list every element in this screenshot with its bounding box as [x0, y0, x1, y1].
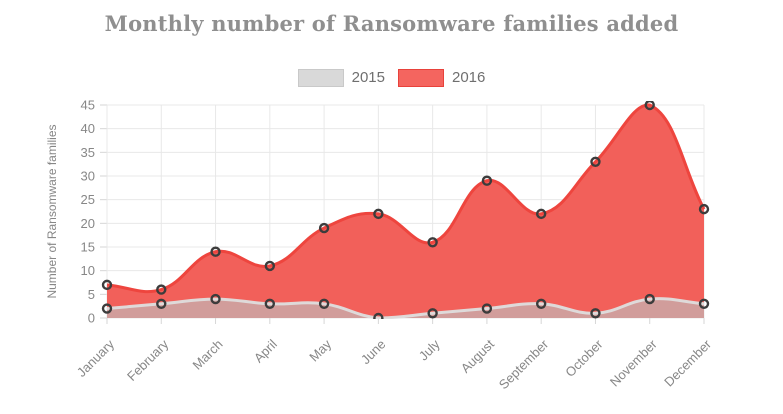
- legend-label-2016: 2016: [452, 69, 486, 86]
- y-axis-labels: 0 5 10 15 20 25 30 35 40 45: [81, 98, 95, 326]
- line-2016: [106, 103, 706, 294]
- point-2015-January[interactable]: [101, 303, 113, 314]
- point-2015-April[interactable]: [264, 298, 276, 309]
- point-2015-November[interactable]: [644, 293, 655, 305]
- x-tick-label: August: [458, 336, 497, 375]
- x-tick-label: February: [124, 336, 172, 384]
- chart-title: Monthly number of Ransomware families ad…: [104, 11, 679, 36]
- legend-item-2015[interactable]: 2015: [297, 69, 385, 87]
- legend-item-2016[interactable]: 2016: [398, 69, 485, 87]
- point-2016-July[interactable]: [427, 237, 438, 248]
- point-2016-May[interactable]: [318, 222, 330, 234]
- y-tick-label: 10: [81, 263, 95, 278]
- point-2016-October[interactable]: [590, 156, 601, 168]
- chart-legend: 2015 2016: [0, 69, 783, 87]
- point-2016-November[interactable]: [644, 101, 655, 111]
- y-tick-label: 5: [88, 287, 95, 302]
- y-tick-label: 45: [81, 98, 95, 113]
- y-tick-label: 40: [81, 121, 95, 136]
- x-tick-label: September: [496, 336, 552, 392]
- x-axis-labels: January February March April May June July Augu…: [74, 336, 715, 392]
- x-tick-label: June: [358, 337, 389, 368]
- point-2016-February[interactable]: [156, 284, 167, 295]
- point-2016-December[interactable]: [698, 203, 710, 215]
- y-tick-label: 15: [81, 240, 95, 255]
- point-2015-February[interactable]: [156, 298, 167, 309]
- point-2016-September[interactable]: [535, 208, 547, 220]
- y-tick-label: 35: [81, 145, 95, 160]
- y-tick-label: 25: [81, 192, 95, 207]
- y-tick-label: 30: [81, 169, 95, 184]
- point-2016-August[interactable]: [481, 175, 493, 186]
- point-2015-December[interactable]: [698, 298, 710, 309]
- x-tick-label: July: [416, 336, 443, 363]
- point-2015-October[interactable]: [590, 308, 601, 319]
- point-2015-September[interactable]: [535, 298, 547, 309]
- point-2015-July[interactable]: [427, 308, 438, 319]
- point-2015-June[interactable]: [373, 312, 384, 322]
- x-tick-label: January: [74, 336, 118, 380]
- point-2016-March[interactable]: [210, 246, 221, 257]
- point-2016-April[interactable]: [264, 260, 276, 272]
- point-2016-June[interactable]: [373, 208, 384, 220]
- point-2015-August[interactable]: [481, 303, 493, 314]
- y-tick-label: 20: [81, 216, 95, 231]
- point-2015-May[interactable]: [318, 298, 330, 309]
- x-tick-label: October: [562, 336, 606, 380]
- area-2016: [107, 104, 704, 318]
- point-2015-March[interactable]: [210, 293, 221, 305]
- point-2016-January[interactable]: [101, 279, 113, 291]
- legend-swatch-2015: [297, 69, 344, 87]
- x-tick-label: December: [661, 336, 714, 389]
- x-tick-label: March: [190, 337, 226, 373]
- legend-swatch-2016: [398, 69, 444, 87]
- x-tick-label: April: [251, 336, 280, 365]
- y-axis-title: Number of Ransomware families: [45, 124, 59, 298]
- y-tick-label: 0: [88, 311, 95, 326]
- x-tick-label: May: [306, 336, 334, 364]
- legend-label-2015: 2015: [351, 69, 385, 86]
- x-tick-label: November: [607, 336, 660, 389]
- data-points: [101, 101, 710, 322]
